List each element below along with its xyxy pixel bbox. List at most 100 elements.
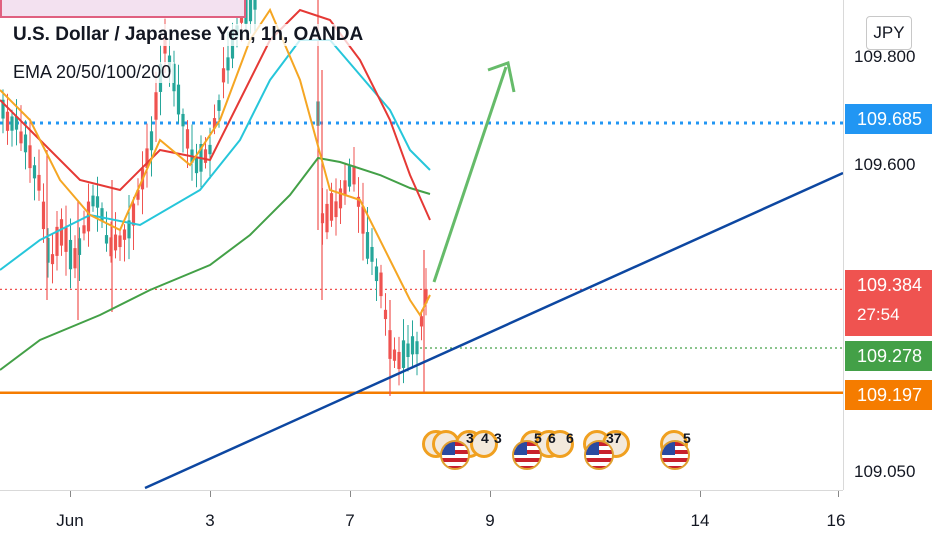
- time-tick: [700, 491, 701, 497]
- time-tick: [210, 491, 211, 497]
- candle: [109, 237, 113, 257]
- event-count[interactable]: 3: [494, 430, 502, 446]
- time-tick: [838, 491, 839, 497]
- candle: [14, 116, 19, 130]
- trendline: [144, 171, 843, 490]
- candle: [370, 246, 374, 262]
- event-count[interactable]: 5: [683, 430, 691, 446]
- candle: [352, 165, 356, 185]
- candle: [32, 165, 37, 179]
- candle: [329, 193, 334, 221]
- price-chart[interactable]: [0, 0, 843, 490]
- projection-arrow-shaft: [432, 66, 508, 283]
- candle: [343, 180, 347, 196]
- candle: [50, 254, 55, 265]
- candle: [23, 134, 28, 153]
- ema200-line: [0, 156, 431, 371]
- time-label: 16: [826, 511, 846, 530]
- price-tick: 109.600: [854, 155, 916, 174]
- candle: [19, 131, 23, 144]
- chart-pane[interactable]: U.S. Dollar / Japanese Yen, 1h, OANDA EM…: [0, 0, 843, 490]
- candle: [383, 309, 388, 320]
- candle: [419, 316, 424, 327]
- candle: [253, 0, 257, 10]
- candle: [208, 144, 212, 155]
- time-tick: [350, 491, 351, 497]
- time-label: 9: [485, 511, 495, 530]
- candle: [41, 201, 46, 230]
- event-count[interactable]: 5: [534, 430, 542, 446]
- event-badge[interactable]: [546, 430, 574, 458]
- candle: [181, 113, 185, 127]
- candle: [118, 235, 122, 248]
- candle: [212, 118, 217, 129]
- ema50-line: [0, 8, 431, 221]
- price-tag-green: 109.278: [845, 341, 932, 371]
- candle: [10, 116, 14, 131]
- us-flag-icon[interactable]: [440, 440, 470, 470]
- candle: [203, 149, 208, 163]
- time-axis[interactable]: Jun 3 7 9 14 16: [0, 490, 846, 551]
- currency-badge[interactable]: JPY: [866, 16, 912, 50]
- event-count[interactable]: 37: [606, 430, 622, 446]
- time-label: 3: [205, 511, 215, 530]
- candle: [95, 196, 100, 208]
- candle: [410, 336, 415, 355]
- event-count[interactable]: 4: [481, 430, 489, 446]
- us-flag-icon[interactable]: [660, 440, 690, 470]
- event-count[interactable]: 3: [466, 430, 474, 446]
- candle: [392, 349, 397, 361]
- candle: [28, 145, 32, 169]
- candle: [415, 341, 419, 355]
- candle: [113, 234, 118, 251]
- candle: [122, 229, 127, 240]
- projection-arrow-head: [487, 61, 516, 93]
- candle: [64, 227, 68, 252]
- candle: [244, 0, 248, 24]
- price-tag-label: 109.278: [857, 346, 923, 366]
- candle: [1, 99, 5, 119]
- candle: [77, 238, 82, 255]
- candle: [365, 232, 370, 259]
- event-count[interactable]: 6: [548, 430, 556, 446]
- candle: [68, 239, 73, 270]
- event-badge[interactable]: [470, 430, 498, 458]
- price-tag-orange: 109.197: [845, 380, 932, 410]
- candle: [73, 248, 77, 269]
- us-flag-icon[interactable]: [584, 440, 614, 470]
- candle: [401, 340, 406, 368]
- candle: [46, 238, 50, 263]
- event-count[interactable]: 6: [566, 430, 574, 446]
- candle: [374, 266, 379, 282]
- price-tick: 109.800: [854, 47, 916, 66]
- time-tick: [490, 491, 491, 497]
- candle: [334, 201, 338, 218]
- price-axis[interactable]: 109.800 109.600 109.050 109.685 109.384 …: [843, 0, 932, 490]
- price-tag-resistance: 109.685: [845, 104, 932, 134]
- candle: [100, 208, 104, 222]
- highlight-box: [0, 0, 246, 18]
- time-label: 14: [690, 511, 710, 530]
- time-label: 7: [345, 511, 355, 530]
- candle: [5, 111, 10, 131]
- candle: [361, 206, 365, 234]
- candle: [145, 148, 149, 169]
- price-tick: 109.050: [854, 462, 916, 481]
- price-tag-last: 109.384 27:54: [845, 270, 932, 336]
- candle: [154, 92, 158, 120]
- candle: [55, 226, 59, 256]
- symbol-title[interactable]: U.S. Dollar / Japanese Yen, 1h, OANDA: [10, 24, 367, 46]
- candle: [226, 57, 230, 71]
- candle: [338, 188, 343, 209]
- candle: [37, 174, 41, 191]
- price-tag-label: 109.384: [857, 275, 923, 295]
- candle: [149, 131, 154, 151]
- candle: [325, 203, 329, 233]
- price-tag-label: 109.197: [857, 385, 923, 405]
- time-label: Jun: [56, 511, 84, 530]
- candle: [379, 272, 383, 297]
- indicator-legend[interactable]: EMA 20/50/100/200: [10, 62, 175, 83]
- us-flag-icon[interactable]: [512, 440, 542, 470]
- candle: [356, 196, 361, 207]
- candle: [397, 351, 401, 370]
